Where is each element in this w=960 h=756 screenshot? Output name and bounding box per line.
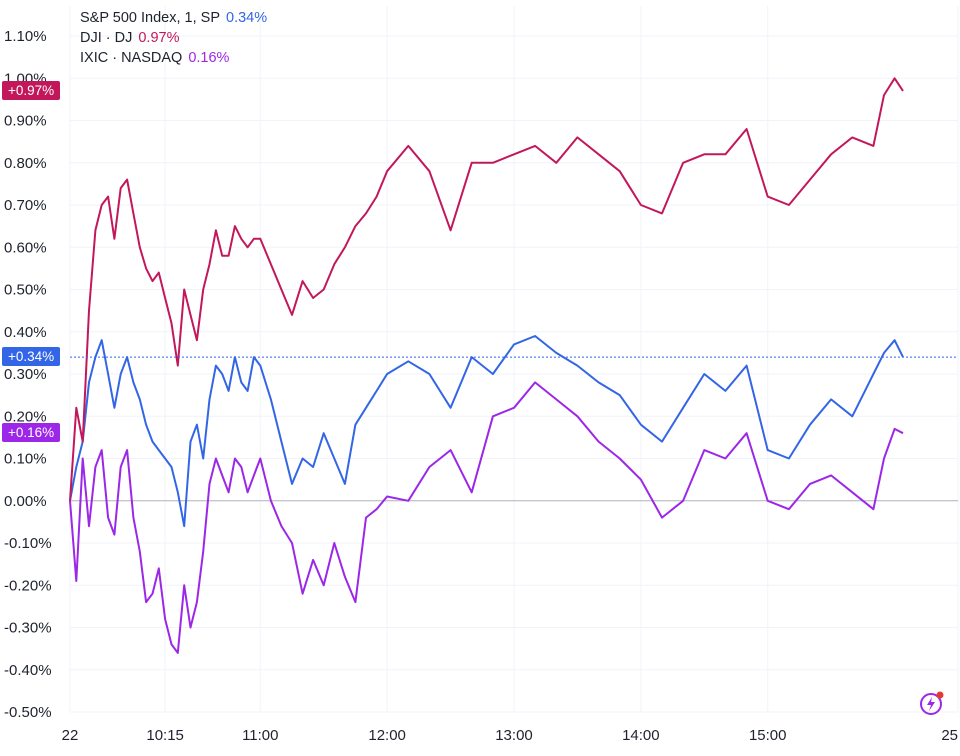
- legend-item-spx[interactable]: S&P 500 Index, 1, SP 0.34%: [80, 8, 267, 28]
- x-tick-label: 25: [941, 727, 958, 744]
- y-tick-label: 0.00%: [4, 493, 47, 510]
- y-tick-label: 0.10%: [4, 451, 47, 468]
- y-tick-label: -0.20%: [4, 577, 52, 594]
- series-line-2: [69, 381, 904, 654]
- ixic-price-badge: +0.16%: [2, 423, 61, 443]
- series-line-0: [69, 335, 904, 528]
- y-tick-label: -0.40%: [4, 662, 52, 679]
- y-tick-label: -0.50%: [4, 704, 52, 721]
- y-tick-label: 0.20%: [4, 408, 47, 425]
- legend-ixic-value: 0.16%: [188, 50, 230, 66]
- x-tick-label: 15:00: [749, 727, 787, 744]
- spx-price-badge: +0.34%: [2, 347, 61, 367]
- y-tick-label: 0.90%: [4, 113, 47, 130]
- y-tick-label: 1.10%: [4, 28, 47, 45]
- x-tick-label: 13:00: [495, 727, 533, 744]
- grid: [69, 6, 959, 713]
- y-tick-label: 0.50%: [4, 282, 47, 299]
- lightning-logo-icon[interactable]: [919, 690, 945, 716]
- y-tick-label: 0.80%: [4, 155, 47, 172]
- y-tick-label: 0.60%: [4, 239, 47, 256]
- y-tick-label: -0.30%: [4, 620, 52, 637]
- legend-spx-name: S&P 500 Index, 1, SP: [80, 10, 220, 26]
- legend-dji-value: 0.97%: [138, 30, 180, 46]
- x-tick-label: 10:15: [146, 727, 184, 744]
- x-tick-label: 22: [62, 727, 79, 744]
- x-tick-label: 12:00: [368, 727, 406, 744]
- dji-price-badge: +0.97%: [2, 80, 61, 100]
- legend-item-ixic[interactable]: IXIC · NASDAQ 0.16%: [80, 48, 267, 68]
- y-tick-label: 0.70%: [4, 197, 47, 214]
- series-line-1: [69, 77, 904, 501]
- x-tick-label: 11:00: [242, 727, 278, 744]
- x-tick-label: 14:00: [622, 727, 660, 744]
- legend-item-dji[interactable]: DJI · DJ 0.97%: [80, 28, 267, 48]
- series-group: [69, 77, 904, 654]
- y-tick-label: 0.40%: [4, 324, 47, 341]
- x-axis: 22 10:15 11:00 12:00 13:00 14:00 15:00 25: [62, 727, 958, 744]
- legend-ixic-name: IXIC · NASDAQ: [80, 50, 183, 66]
- y-tick-label: -0.10%: [4, 535, 52, 552]
- y-tick-label: 0.30%: [4, 366, 47, 383]
- legend-dji-name: DJI · DJ: [80, 30, 133, 46]
- legend-spx-value: 0.34%: [226, 10, 268, 26]
- legend: S&P 500 Index, 1, SP 0.34% DJI · DJ 0.97% …: [80, 8, 267, 68]
- y-axis: -0.50% -0.40% -0.30% -0.20% -0.10% 0.00% 0.10%…: [4, 28, 52, 721]
